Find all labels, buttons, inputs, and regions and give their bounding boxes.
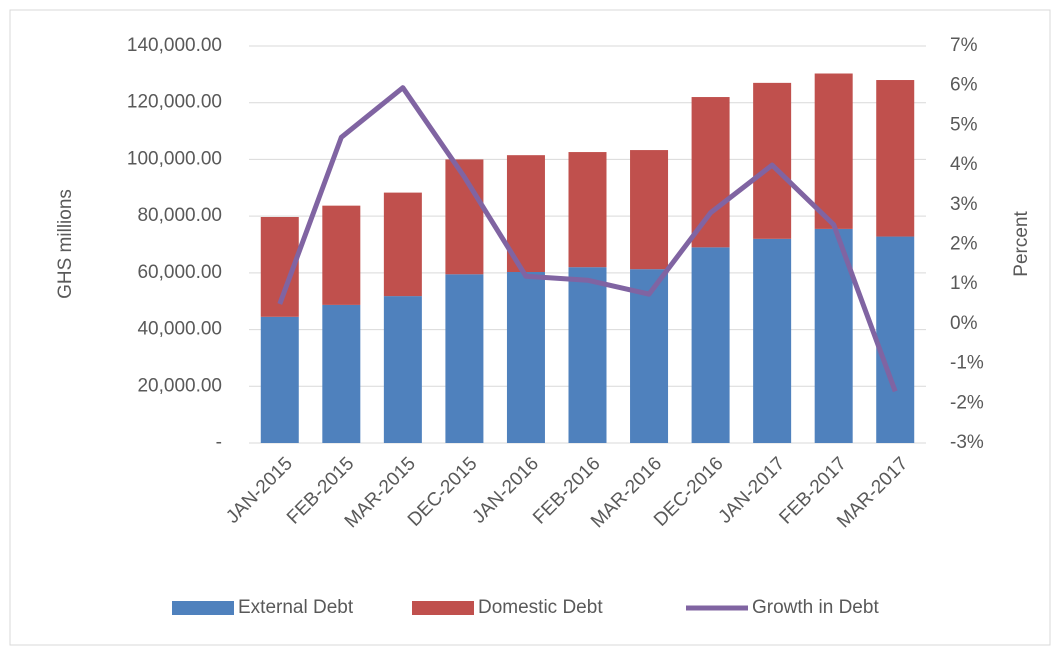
bar xyxy=(383,192,422,297)
y2-tick-label: 7% xyxy=(950,35,978,56)
y2-tick-label: 4% xyxy=(950,154,978,175)
y2-tick-label: 3% xyxy=(950,194,978,215)
legend-label: Domestic Debt xyxy=(478,597,603,618)
bar xyxy=(630,269,669,443)
y2-tick-label: 6% xyxy=(950,75,978,96)
legend-swatch xyxy=(172,601,234,615)
y-tick-label: 120,000.00 xyxy=(127,92,222,113)
y2-tick-label: 5% xyxy=(950,114,978,135)
line xyxy=(277,85,898,393)
y2-tick-label: 0% xyxy=(950,313,978,334)
y-tick-label: 140,000.00 xyxy=(127,35,222,56)
y2-tick-label: -2% xyxy=(950,392,984,413)
bar xyxy=(322,205,361,305)
bar xyxy=(322,304,361,443)
y-axis-title: GHS millions xyxy=(55,189,76,299)
y-tick-label: 60,000.00 xyxy=(137,262,222,283)
bar xyxy=(568,267,607,443)
bar xyxy=(630,150,669,270)
legend-label: External Debt xyxy=(238,597,354,618)
legend-label: Growth in Debt xyxy=(752,597,879,618)
bar xyxy=(814,73,853,229)
y-tick-label: 80,000.00 xyxy=(137,205,222,226)
bar xyxy=(753,238,792,443)
bar xyxy=(876,80,915,237)
bar xyxy=(383,296,422,443)
y2-tick-label: 1% xyxy=(950,273,978,294)
y-tick-label: 20,000.00 xyxy=(137,375,222,396)
chart-border xyxy=(9,9,1051,646)
y2-tick-label: -1% xyxy=(950,353,984,374)
bar xyxy=(445,274,484,443)
bar xyxy=(691,247,730,443)
y2-tick-label: -3% xyxy=(950,432,984,453)
bar xyxy=(691,97,730,248)
bar xyxy=(753,82,792,239)
bar xyxy=(876,236,915,443)
legend-swatch xyxy=(412,601,474,615)
bar xyxy=(260,316,299,443)
y-tick-label: - xyxy=(216,432,222,453)
bar xyxy=(506,272,545,443)
y-tick-label: 100,000.00 xyxy=(127,148,222,169)
y2-tick-label: 2% xyxy=(950,234,978,255)
y-tick-label: 40,000.00 xyxy=(137,319,222,340)
bar xyxy=(568,152,607,268)
y2-axis-title: Percent xyxy=(1011,211,1032,277)
